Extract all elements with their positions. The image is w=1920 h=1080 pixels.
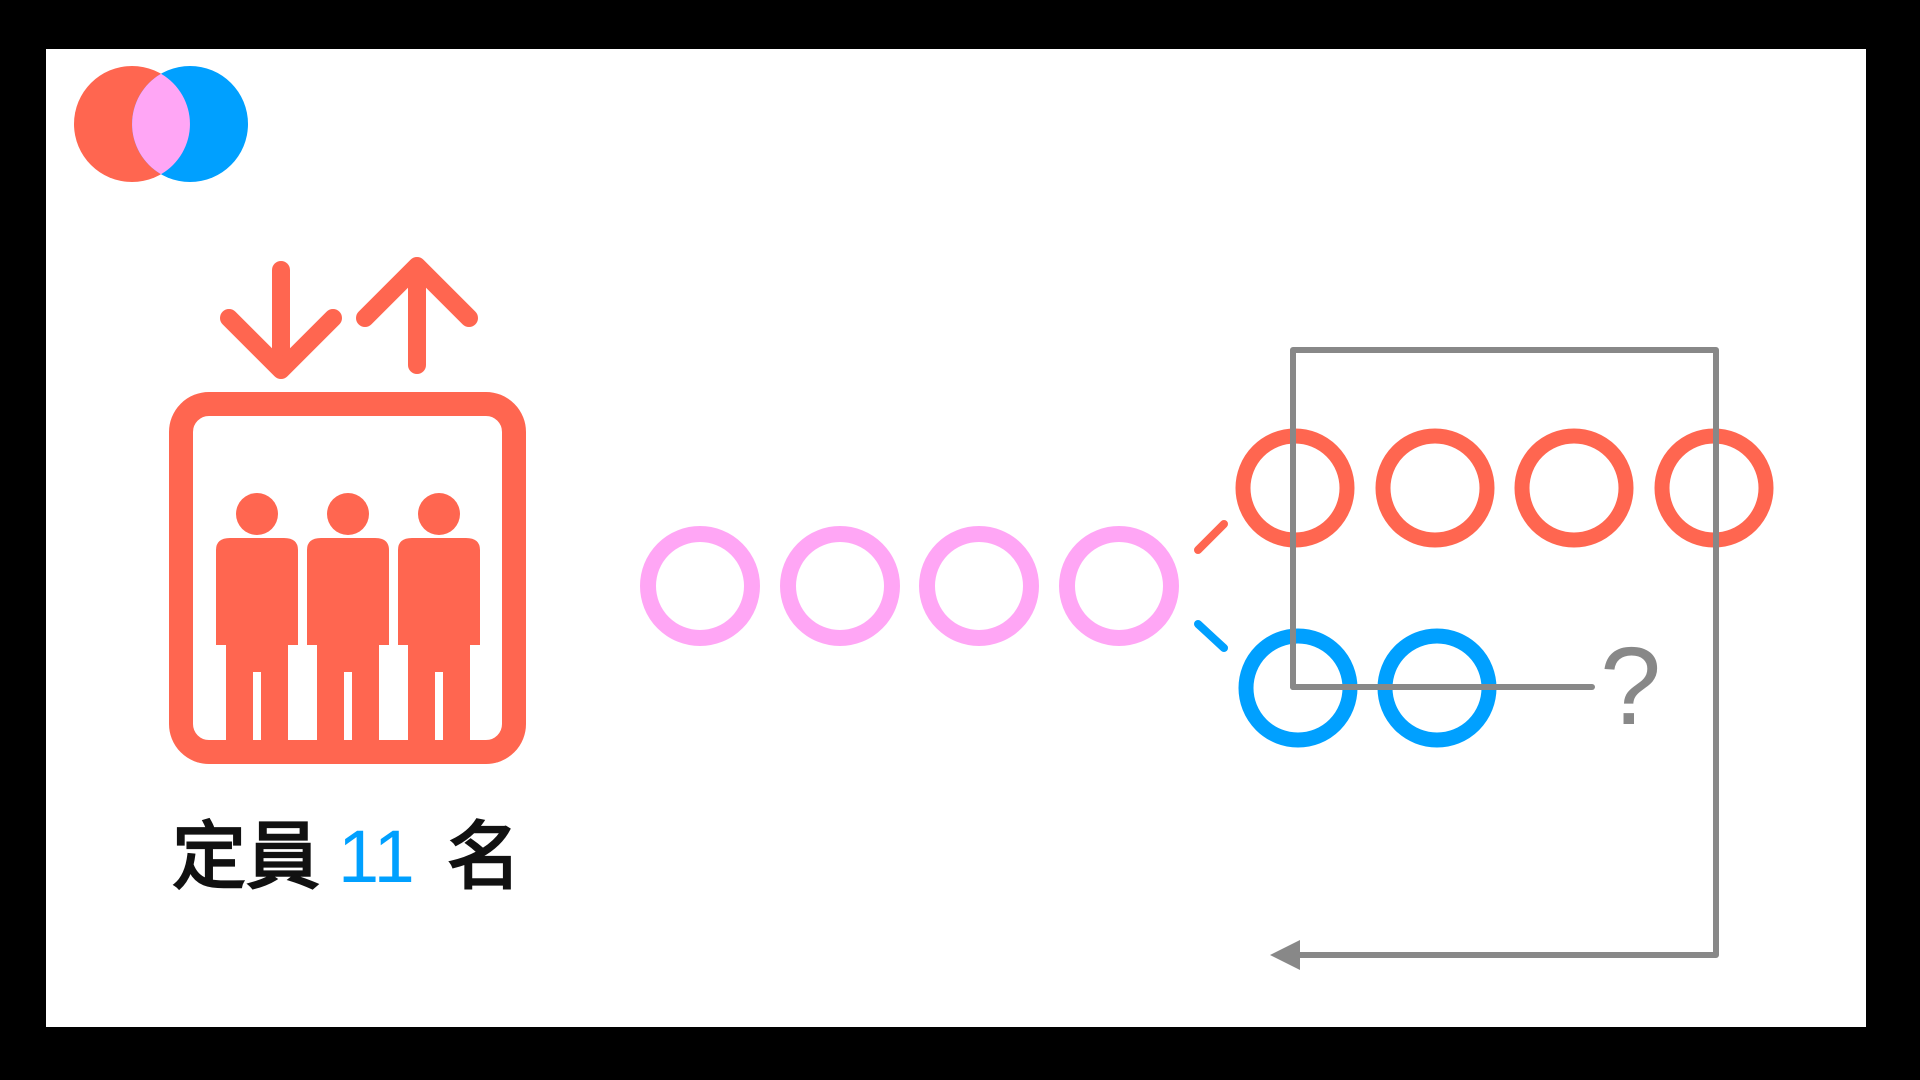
question-mark: ? — [1600, 625, 1662, 748]
branch-line-red — [1194, 520, 1228, 554]
pink-circle — [919, 526, 1039, 646]
elevator-icon — [169, 392, 526, 764]
capacity-caption: 定員 11 名 — [172, 797, 521, 900]
pink-circle — [640, 526, 760, 646]
red-circle — [1514, 428, 1634, 548]
gray-frame — [1290, 347, 1719, 958]
left-arrow-icon — [1270, 940, 1300, 970]
person-icon — [398, 493, 480, 744]
up-arrow-icon — [356, 257, 478, 374]
branch-line-blue — [1194, 620, 1228, 652]
pink-circle — [1059, 526, 1179, 646]
pink-circle — [780, 526, 900, 646]
person-icon — [216, 493, 298, 744]
person-icon — [307, 493, 389, 744]
down-arrow-icon — [220, 261, 342, 379]
red-circle — [1375, 428, 1495, 548]
caption-suffix: 名 — [446, 814, 521, 900]
venn-logo-icon — [74, 66, 248, 182]
pink-circle-row — [640, 526, 1179, 646]
caption-number: 11 — [338, 815, 415, 898]
caption-prefix: 定員 — [172, 814, 320, 900]
red-circle-row — [1235, 428, 1774, 548]
